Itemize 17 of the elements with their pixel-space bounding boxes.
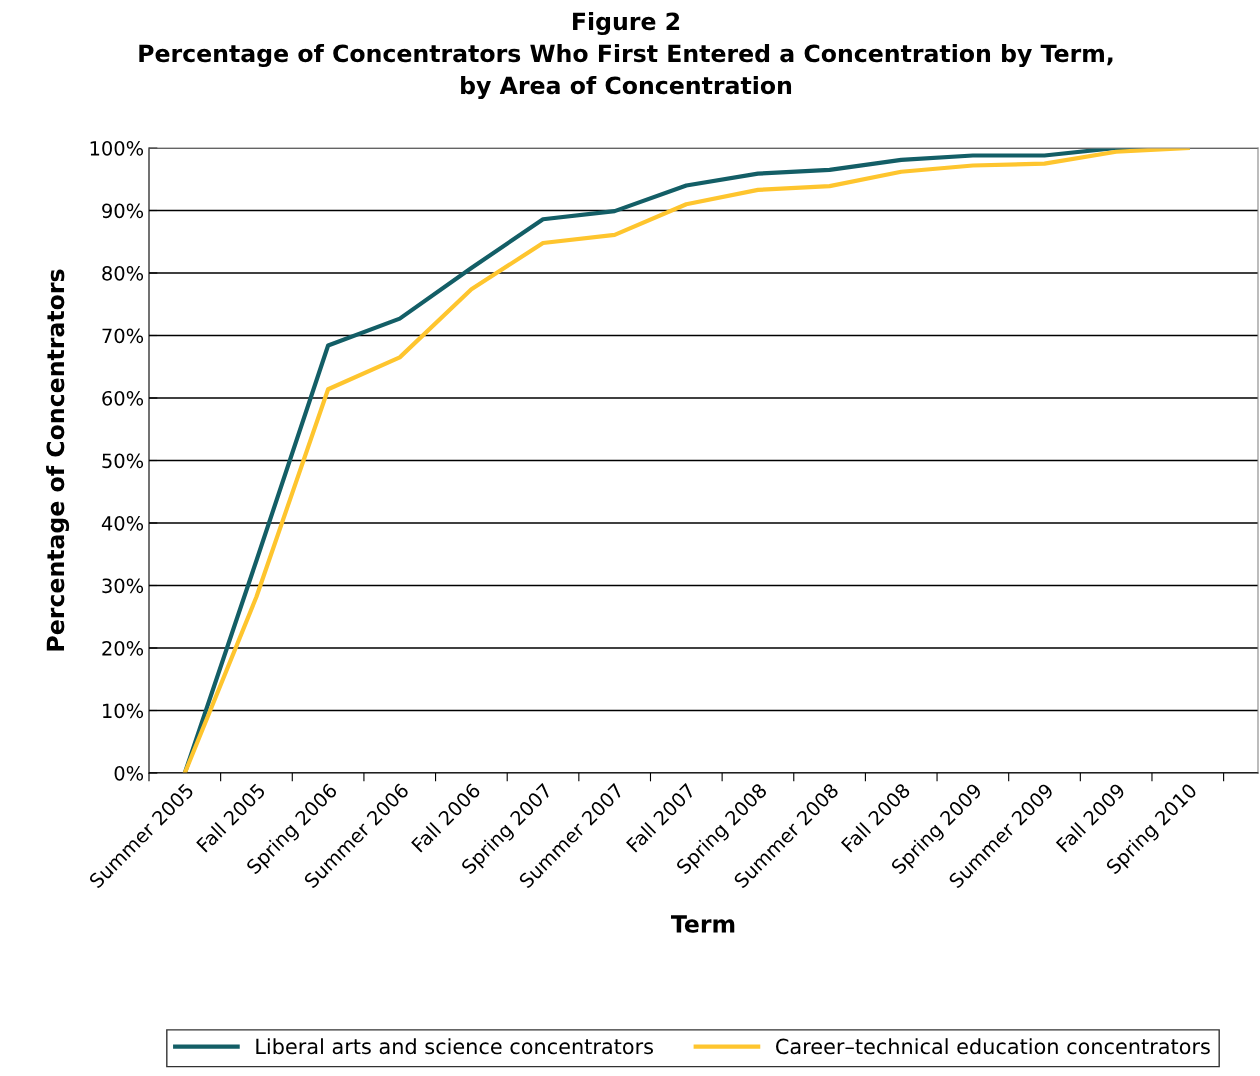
line-series [182, 148, 1190, 773]
y-tick-label: 100% [90, 140, 144, 156]
y-tick-label: 70% [102, 328, 144, 344]
y-tick-label: 20% [102, 640, 144, 656]
y-tick-label: 0% [114, 765, 144, 781]
legend-label: Career–technical education concentrators [776, 1038, 1210, 1055]
chart-title: Figure 2 Percentage of Concentrators Who First Entered a Concentration by Term, by Area of Concentration [139, 12, 1113, 100]
x-axis-title: Term [670, 915, 735, 933]
y-tick-label: 30% [102, 578, 144, 594]
y-tick-label: 80% [102, 265, 144, 281]
legend-label: Liberal arts and science concentrators [256, 1038, 653, 1055]
y-tick-label: 50% [102, 453, 144, 469]
y-tick-label: 90% [102, 203, 144, 219]
y-tick-label: 60% [102, 390, 144, 406]
y-tick-label: 40% [101, 515, 144, 531]
y-axis-title: Percentage of Concentrators [46, 269, 70, 651]
y-tick-label: 10% [103, 703, 144, 719]
